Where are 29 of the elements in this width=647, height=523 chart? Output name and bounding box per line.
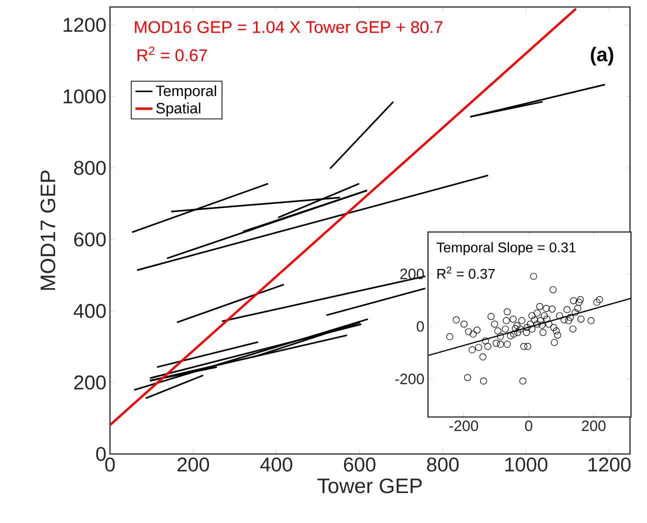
y-tick-label: 1200 [64, 18, 106, 32]
y-tick-label: 200 [400, 268, 424, 280]
annotation: MOD16 GEP = 1.04 X Tower GEP + 80.7 [134, 21, 442, 34]
x-tick-label: 1000 [505, 458, 548, 472]
x-tick-label: 200 [582, 420, 606, 432]
annotation: R$^{2}$ = 0.67 [138, 46, 207, 62]
x-tick-label: 0 [105, 458, 115, 472]
legend-label: Temporal [156, 85, 216, 100]
y-tick-label: 0 [416, 321, 424, 332]
y-tick-label: 800 [74, 160, 106, 175]
x-tick-label: -200 [449, 420, 478, 432]
y-tick-label: -200 [395, 374, 424, 384]
y-tick-label: 400 [74, 304, 106, 318]
x-tick-label: 600 [344, 458, 376, 472]
y-tick-label: 200 [74, 375, 106, 390]
annotation: R$^{2}$ = 0.37 [437, 266, 495, 279]
y-tick-label: 0 [96, 446, 106, 462]
y-axis-title: MOD17 GEP [40, 170, 56, 290]
legend-label: Spatial [156, 102, 200, 116]
x-tick-label: 0 [525, 420, 532, 432]
y-tick-label: 1000 [64, 89, 106, 104]
x-axis-title: Tower GEP [318, 478, 422, 494]
x-tick-label: 1200 [588, 458, 631, 472]
x-tick-label: 800 [427, 458, 459, 472]
annotation: (a) [590, 46, 614, 66]
annotation: Temporal Slope = 0.31 [436, 242, 576, 256]
y-tick-label: 600 [74, 232, 106, 246]
x-tick-label: 200 [178, 458, 210, 472]
x-tick-label: 400 [260, 458, 292, 472]
